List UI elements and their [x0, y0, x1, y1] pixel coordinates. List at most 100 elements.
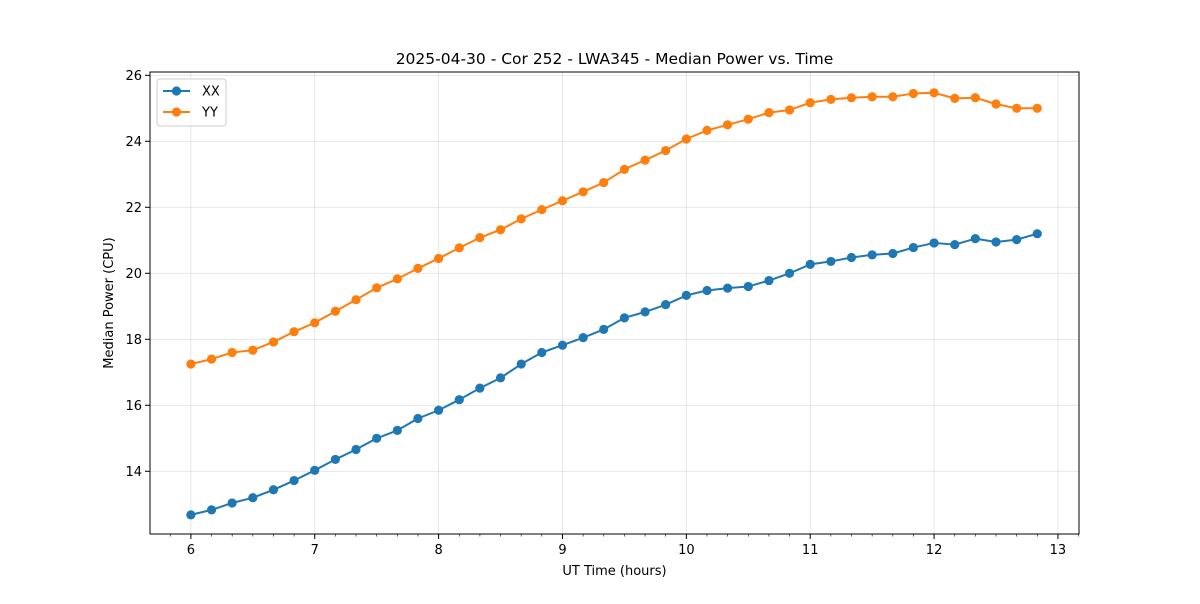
data-point-xx [557, 340, 568, 350]
data-point-yy [227, 347, 237, 358]
y-axis-ticks: 14 16 18 20 22 24 26 [125, 69, 150, 480]
x-tick-label: 7 [311, 543, 319, 558]
data-point-yy [908, 88, 918, 99]
y-axis-label: Median Power (CPU) [102, 237, 117, 368]
data-point-yy [826, 94, 836, 104]
data-point-xx [186, 510, 196, 520]
data-point-xx [578, 333, 588, 343]
legend-marker-xx [171, 86, 182, 96]
data-point-xx [1012, 235, 1022, 245]
x-axis-label: UT Time (hours) [562, 564, 666, 579]
data-point-yy [413, 263, 423, 273]
data-point-yy [743, 114, 753, 124]
y-tick-label: 16 [125, 399, 142, 414]
data-point-xx [289, 475, 299, 486]
data-point-xx [991, 237, 1001, 247]
data-point-yy [599, 177, 609, 188]
data-point-yy [888, 92, 898, 102]
data-point-yy [351, 295, 361, 305]
data-point-xx [888, 248, 898, 259]
y-tick-label: 22 [125, 201, 142, 216]
data-point-yy [867, 92, 877, 102]
gridlines [150, 72, 1079, 534]
data-point-xx [640, 307, 650, 317]
legend-marker-yy [171, 107, 182, 117]
data-point-xx [950, 239, 960, 250]
data-point-xx [722, 283, 733, 293]
data-point-yy [516, 214, 526, 224]
data-point-xx [516, 359, 526, 369]
data-point-yy [268, 337, 279, 347]
data-point-yy [640, 155, 650, 165]
data-point-xx [867, 250, 877, 260]
data-point-xx [681, 290, 691, 301]
data-point-xx [1032, 229, 1042, 239]
data-point-xx [702, 285, 712, 296]
data-point-xx [619, 313, 630, 323]
data-point-xx [372, 433, 382, 443]
data-point-yy [1032, 103, 1042, 113]
x-axis-ticks: 6 7 8 9 10 11 12 13 [169, 534, 1079, 558]
data-point-yy [722, 120, 733, 130]
x-tick-label: 12 [926, 543, 943, 558]
data-point-xx [846, 252, 857, 263]
data-point-xx [227, 498, 237, 508]
data-point-yy [495, 225, 506, 235]
data-point-yy [330, 306, 341, 316]
data-point-yy [475, 233, 485, 243]
y-tick-label: 26 [125, 69, 142, 84]
data-point-xx [268, 485, 279, 495]
data-point-xx [661, 300, 671, 310]
data-point-xx [434, 405, 444, 415]
data-point-yy [805, 98, 815, 108]
data-point-xx [413, 413, 423, 424]
y-tick-label: 18 [125, 333, 142, 348]
series-yy [186, 88, 1042, 369]
data-point-xx [310, 465, 320, 475]
data-point-xx [743, 281, 753, 292]
data-point-yy [929, 88, 939, 98]
x-tick-label: 6 [187, 543, 195, 558]
data-point-yy [537, 205, 547, 215]
data-point-yy [681, 134, 691, 144]
x-tick-label: 10 [678, 543, 695, 558]
y-tick-label: 14 [125, 465, 142, 480]
data-point-xx [929, 238, 939, 248]
data-point-xx [908, 242, 918, 253]
x-tick-label: 9 [558, 543, 566, 558]
data-point-yy [186, 359, 196, 369]
data-point-yy [248, 345, 258, 355]
x-tick-label: 8 [434, 543, 442, 558]
legend-label-yy: YY [201, 106, 218, 121]
data-point-xx [764, 275, 774, 286]
data-point-yy [784, 105, 795, 115]
data-point-yy [454, 243, 464, 253]
data-point-yy [764, 107, 774, 118]
legend-label-xx: XX [202, 85, 220, 100]
data-point-xx [206, 505, 217, 515]
data-point-xx [599, 324, 609, 334]
data-point-yy [434, 253, 444, 264]
legend: XX YY [156, 78, 227, 127]
data-point-xx [475, 383, 485, 393]
plot-area-frame [149, 71, 1080, 535]
x-tick-label: 11 [802, 543, 819, 558]
data-point-yy [661, 145, 671, 156]
data-point-xx [495, 373, 506, 383]
data-point-yy [846, 93, 857, 103]
data-point-xx [330, 454, 341, 465]
data-point-xx [351, 444, 361, 455]
data-point-xx [537, 347, 547, 358]
data-point-xx [970, 234, 980, 244]
data-point-xx [826, 256, 836, 267]
data-point-yy [702, 125, 712, 136]
data-point-yy [557, 196, 568, 206]
data-point-yy [1012, 103, 1022, 113]
data-point-yy [970, 93, 980, 103]
data-point-yy [372, 283, 382, 293]
data-point-yy [619, 164, 630, 174]
data-point-xx [784, 268, 795, 278]
data-point-yy [578, 187, 588, 197]
data-point-yy [310, 318, 320, 328]
y-tick-label: 20 [125, 267, 142, 282]
